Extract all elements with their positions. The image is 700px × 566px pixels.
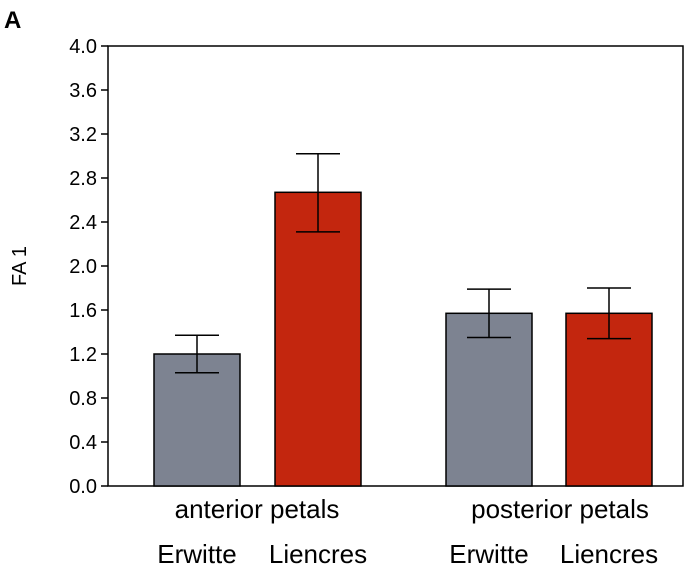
group-label: posterior petals: [471, 494, 649, 524]
bar: [445, 312, 533, 487]
axes: 0.0 0.4 0.8 1.2 1.6 2.0 2.4 2.8 3.2 3.6 4.0: [69, 36, 684, 498]
panel-label: A: [4, 7, 21, 34]
bar: [153, 353, 241, 487]
bars: [153, 153, 653, 487]
category-label: Erwitte: [157, 539, 236, 566]
y-tick-label: 0.4: [69, 432, 97, 454]
category-label: Liencres: [560, 539, 658, 566]
labels: anterior petals Erwitte Liencres posterior …: [157, 494, 658, 566]
y-tick-label: 4.0: [69, 36, 97, 58]
y-tick-label: 2.0: [69, 256, 97, 278]
y-tick-label: 3.6: [69, 80, 97, 102]
category-label: Liencres: [269, 539, 367, 566]
bar: [274, 191, 362, 487]
y-tick-label: 0.0: [69, 476, 97, 498]
bar: [565, 312, 653, 487]
y-tick-label: 3.2: [69, 124, 97, 146]
y-tick-label: 0.8: [69, 388, 97, 410]
y-tick-label: 2.4: [69, 212, 97, 234]
category-label: Erwitte: [449, 539, 528, 566]
group-label: anterior petals: [175, 494, 340, 524]
y-axis-label: FA 1: [9, 246, 31, 286]
y-tick-label: 2.8: [69, 168, 97, 190]
y-tick-label: 1.6: [69, 300, 97, 322]
y-tick-label: 1.2: [69, 344, 97, 366]
